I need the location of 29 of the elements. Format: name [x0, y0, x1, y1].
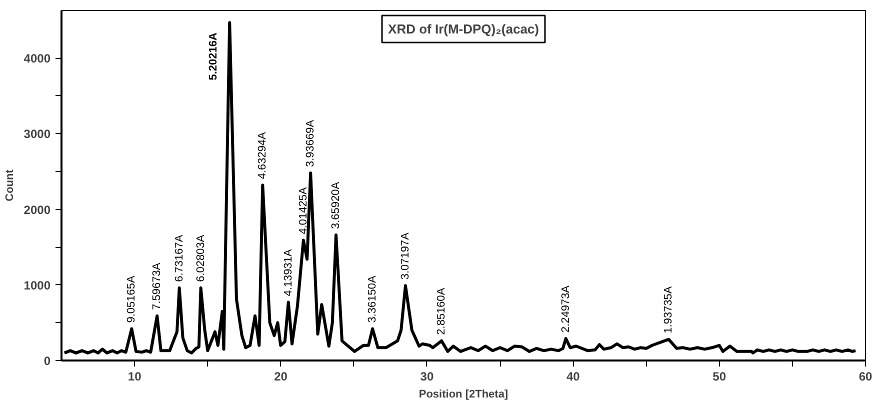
x-axis-title: Position [2Theta] — [418, 388, 508, 400]
y-tick-label: 3000 — [24, 127, 51, 142]
x-tick-label: 20 — [274, 370, 288, 384]
annotation: 3.07197A — [399, 232, 412, 280]
x-tick-label: 60 — [858, 370, 872, 384]
x-tick-label: 50 — [712, 370, 726, 384]
annotation: 7.59673A — [151, 262, 164, 310]
y-tick-label: 2000 — [24, 202, 51, 217]
annotation: 2.24973A — [560, 284, 572, 333]
y-tick-label: 4000 — [24, 52, 51, 66]
annotation: 4.13931A — [282, 248, 294, 296]
annotation: 3.36150A — [366, 274, 379, 323]
annotation: 4.63294A — [256, 131, 269, 180]
text: XRD of Ir(M-DPQ)₂(acac) — [388, 22, 539, 36]
annotation: 6.73167A — [173, 234, 186, 282]
annotation: 4.01425A — [297, 186, 310, 234]
x-tick-label: 10 — [128, 370, 142, 384]
annotation: 2.85160A — [436, 287, 448, 335]
y-axis-title: Count — [4, 169, 16, 202]
y-tick-label: 1000 — [24, 278, 51, 292]
annotation: 5.20216A — [208, 32, 220, 80]
y-tick-label: 0 — [44, 354, 51, 368]
annotation: 3.65920A — [330, 181, 342, 230]
annotation: 9.05165A — [126, 274, 138, 323]
annotation: 6.02803A — [194, 234, 207, 282]
x-tick-label: 30 — [420, 370, 434, 384]
annotation: 3.93669A — [304, 119, 317, 168]
x-tick-label: 40 — [566, 370, 580, 384]
annotation: 1.93735A — [662, 286, 675, 334]
